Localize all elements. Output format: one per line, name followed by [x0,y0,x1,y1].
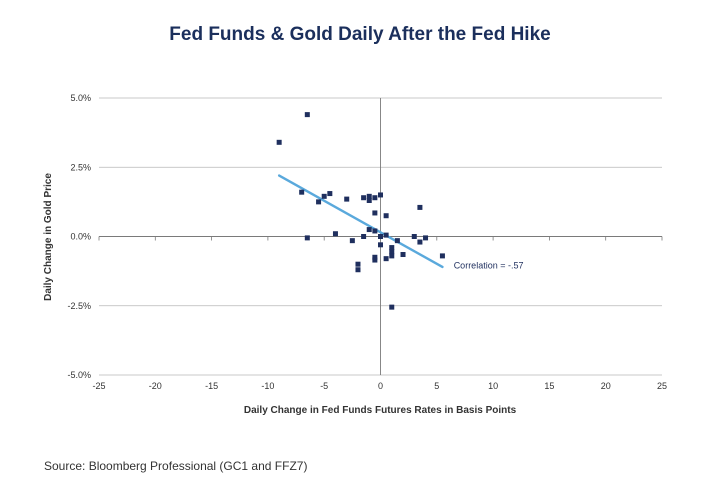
data-point [417,204,423,210]
data-point [372,228,378,234]
source-note: Source: Bloomberg Professional (GC1 and … [44,459,308,473]
x-tick-label: -5 [320,381,328,391]
data-point [299,189,305,195]
y-axis-label: Daily Change in Gold Price [43,173,54,301]
x-tick-label: -10 [261,381,274,391]
data-point [372,195,378,201]
data-point [304,112,310,118]
x-tick-label: 10 [488,381,498,391]
chart-title: Fed Funds & Gold Daily After the Fed Hik… [169,24,551,45]
data-point [389,249,395,255]
data-point [423,235,429,241]
data-point [378,192,383,198]
data-point [361,234,367,239]
data-point [389,245,395,251]
data-point [276,139,282,145]
data-point [389,253,395,259]
data-point [417,239,423,245]
data-point [372,257,378,263]
data-point [327,191,333,197]
data-point [349,238,355,244]
data-point [332,231,338,237]
data-points [276,112,445,310]
data-point [439,253,445,259]
y-tick-label: 2.5% [70,162,91,172]
data-point [366,227,372,233]
data-point [344,196,350,202]
data-point [383,232,389,238]
y-tick-label: -2.5% [67,301,91,311]
data-point [366,193,372,199]
data-point [389,304,395,310]
data-point [361,195,367,201]
trendline [277,174,444,269]
x-axis-label: Daily Change in Fed Funds Futures Rates … [244,405,517,416]
data-point [383,256,389,262]
data-point [400,252,406,258]
data-point [366,197,372,203]
correlation-annotation: Correlation = -.57 [454,261,524,271]
x-tick-label: 20 [601,381,611,391]
data-point [316,199,322,205]
data-point [355,267,361,273]
y-tick-label: 5.0% [70,93,91,103]
y-tick-label: -5.0% [67,370,91,380]
tick-labels: 5.0% 2.5% 0.0% -2.5% -5.0%-25 -20 -15 -10 -5 0 5 10… [67,93,667,391]
data-point [355,261,361,267]
data-point [372,254,378,260]
x-tick-label: 15 [544,381,554,391]
x-tick-label: -20 [149,381,162,391]
data-point [383,213,389,219]
data-point [372,210,378,216]
data-point [378,242,383,248]
x-tick-label: -15 [205,381,218,391]
x-tick-label: 25 [657,381,667,391]
data-point [304,235,310,241]
y-tick-label: 0.0% [70,232,91,242]
x-tick-label: 0 [378,381,383,391]
data-point [411,234,417,239]
scatter-chart: 5.0% 2.5% 0.0% -2.5% -5.0%-25 -20 -15 -10 -5 0 5 10… [43,93,667,416]
trendline-group [277,174,444,269]
x-tick-label: -25 [92,381,105,391]
x-tick-label: 5 [434,381,439,391]
data-point [378,234,383,239]
data-point [321,193,327,199]
data-point [394,238,400,244]
